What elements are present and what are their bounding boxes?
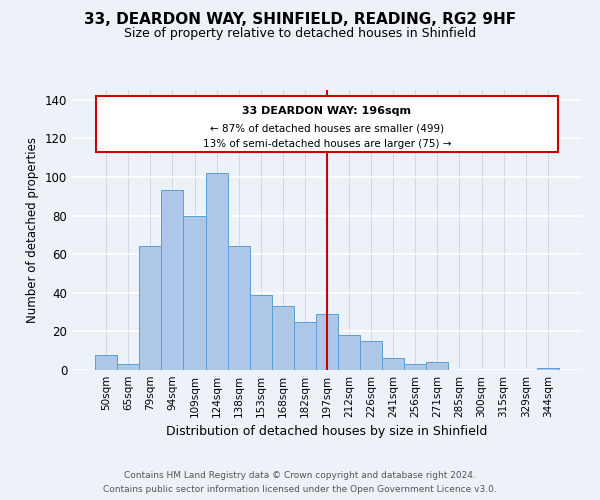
Text: 33 DEARDON WAY: 196sqm: 33 DEARDON WAY: 196sqm: [242, 106, 412, 117]
Bar: [250, 294, 272, 370]
Bar: [272, 306, 294, 370]
Bar: [227, 246, 250, 370]
FancyBboxPatch shape: [96, 96, 558, 152]
Text: 33, DEARDON WAY, SHINFIELD, READING, RG2 9HF: 33, DEARDON WAY, SHINFIELD, READING, RG2…: [84, 12, 516, 28]
Text: ← 87% of detached houses are smaller (499): ← 87% of detached houses are smaller (49…: [210, 124, 444, 134]
Text: Contains public sector information licensed under the Open Government Licence v3: Contains public sector information licen…: [103, 484, 497, 494]
Y-axis label: Number of detached properties: Number of detached properties: [26, 137, 39, 323]
Text: 13% of semi-detached houses are larger (75) →: 13% of semi-detached houses are larger (…: [203, 139, 451, 149]
Bar: [294, 322, 316, 370]
Bar: [360, 341, 382, 370]
Bar: [382, 358, 404, 370]
Bar: [95, 354, 117, 370]
Bar: [427, 362, 448, 370]
Bar: [117, 364, 139, 370]
Text: Size of property relative to detached houses in Shinfield: Size of property relative to detached ho…: [124, 28, 476, 40]
X-axis label: Distribution of detached houses by size in Shinfield: Distribution of detached houses by size …: [166, 426, 488, 438]
Bar: [537, 368, 559, 370]
Bar: [206, 173, 227, 370]
Bar: [161, 190, 184, 370]
Bar: [316, 314, 338, 370]
Text: Contains HM Land Registry data © Crown copyright and database right 2024.: Contains HM Land Registry data © Crown c…: [124, 472, 476, 480]
Bar: [139, 246, 161, 370]
Bar: [338, 335, 360, 370]
Bar: [404, 364, 427, 370]
Bar: [184, 216, 206, 370]
